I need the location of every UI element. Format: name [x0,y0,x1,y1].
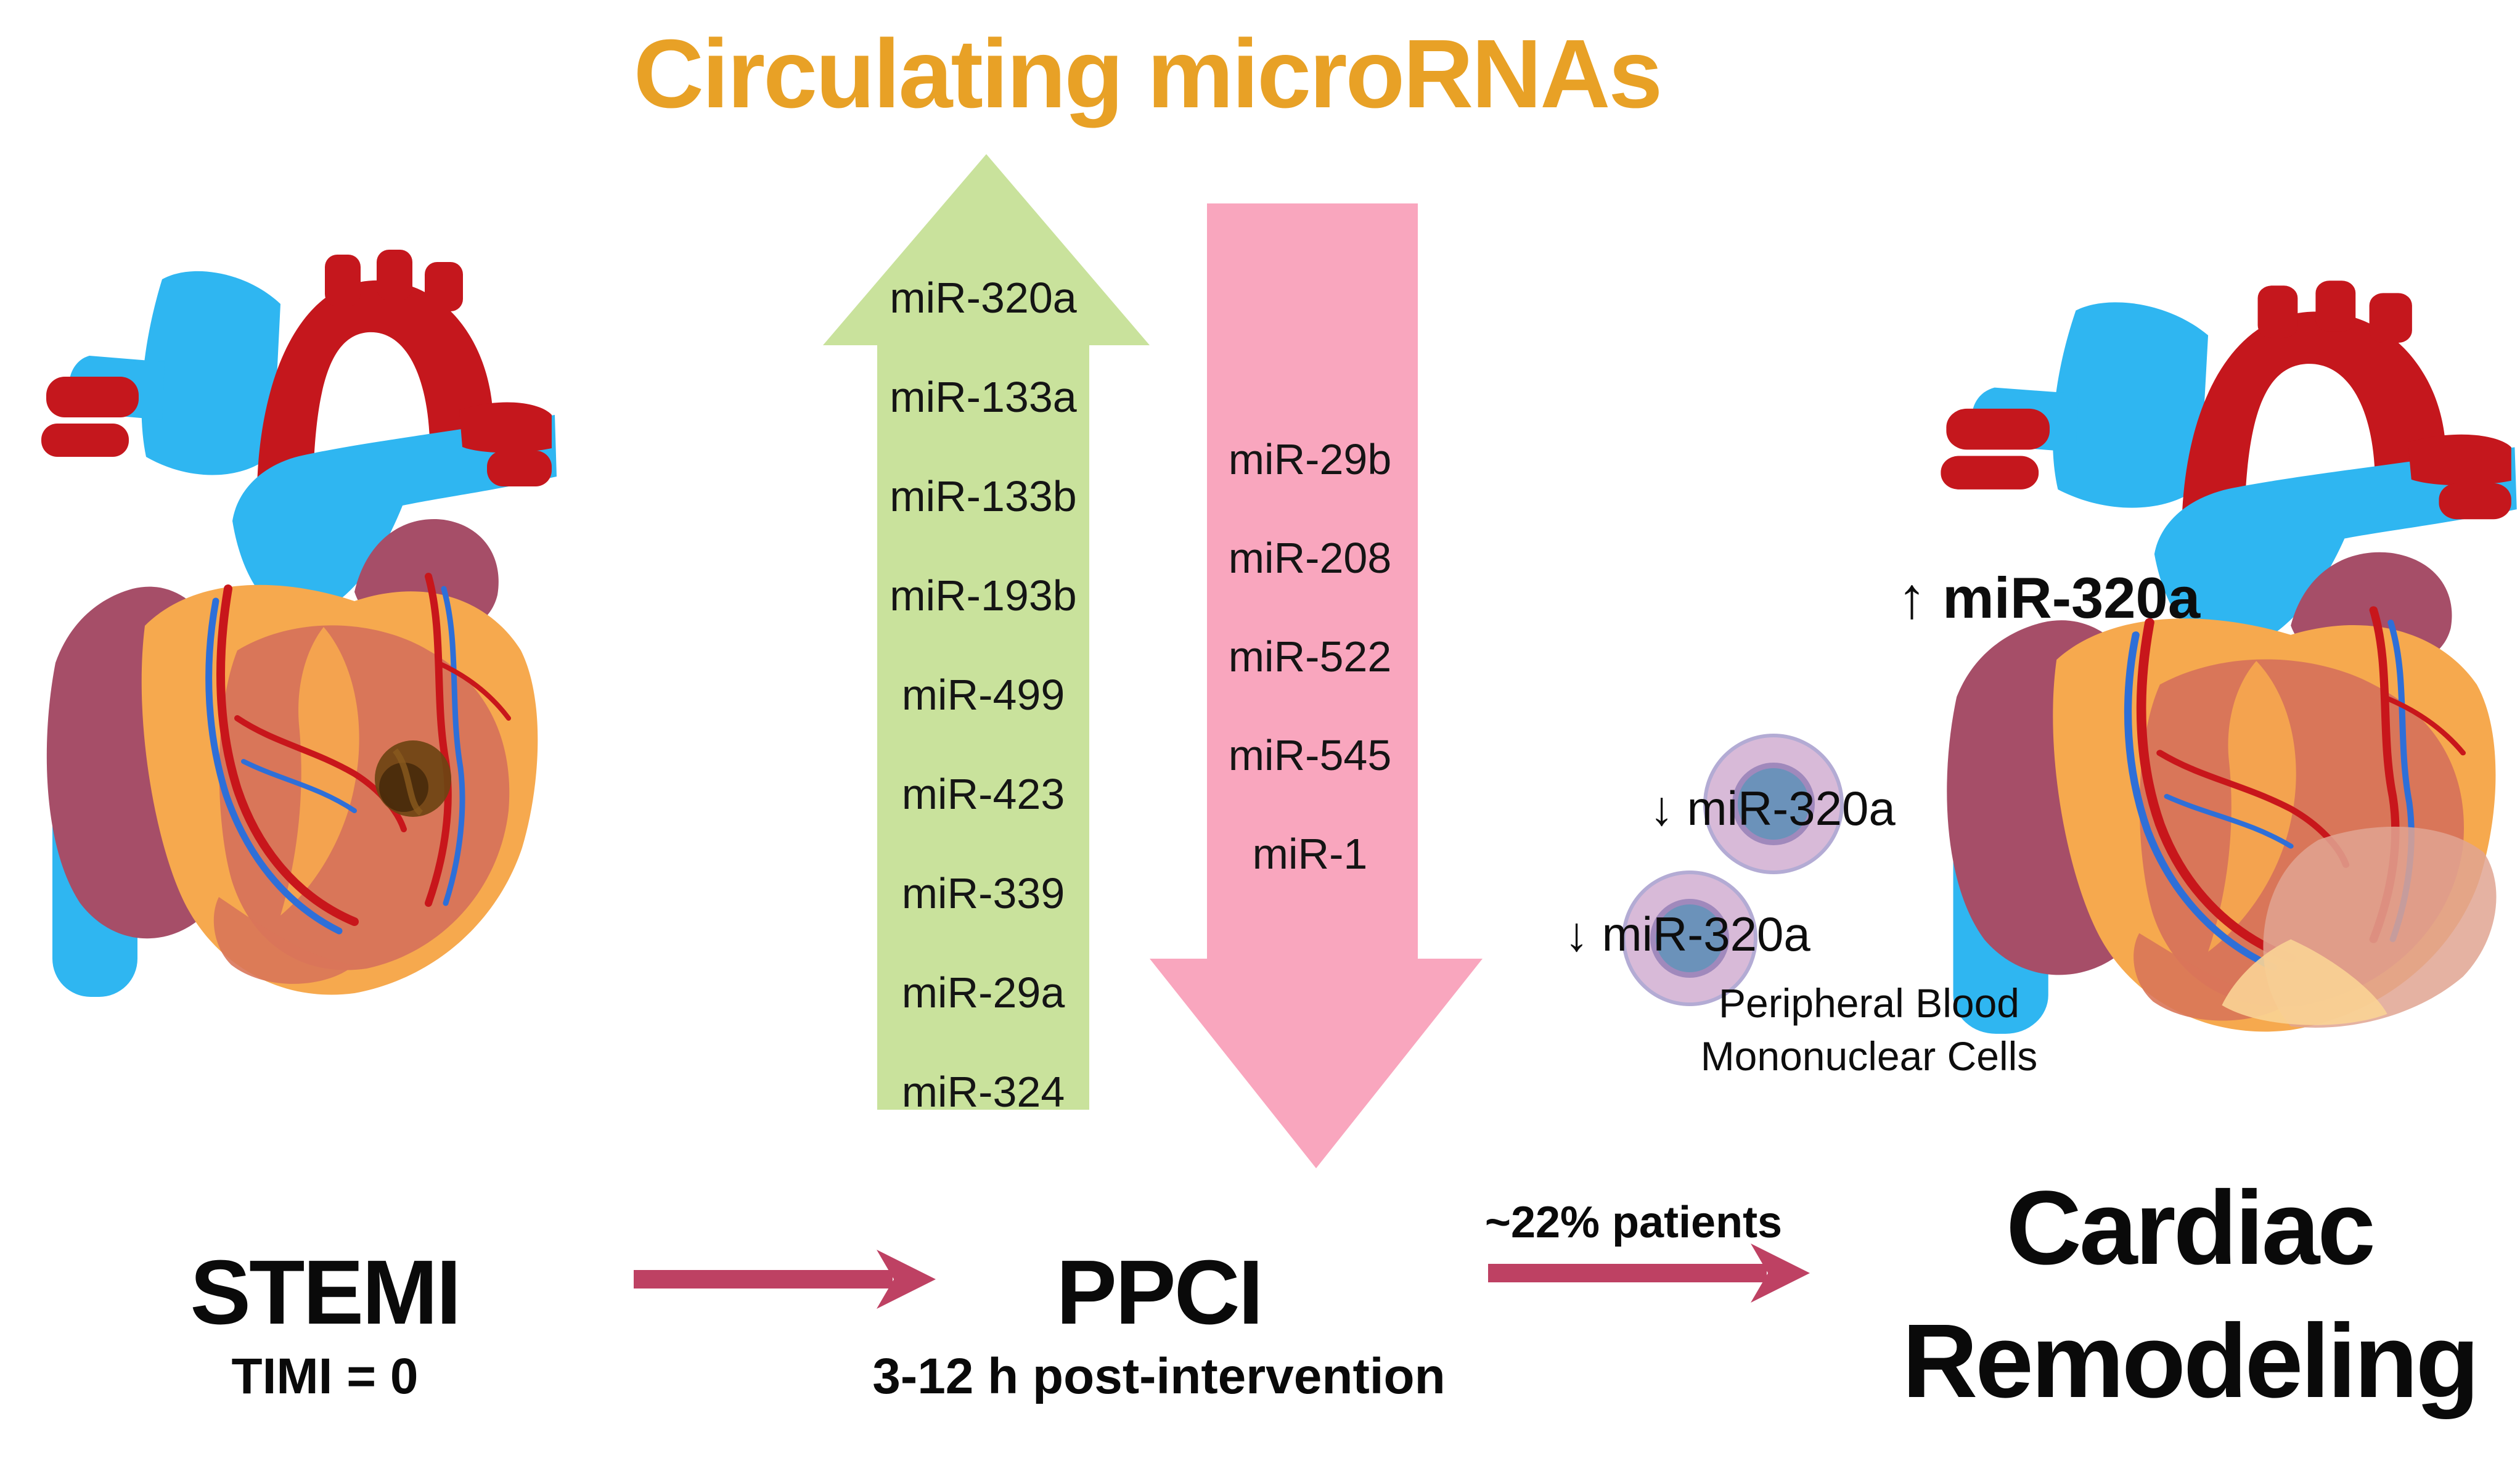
right-heart-mir320a-annotation: ↑ miR-320a [1897,565,2201,630]
mirna-label: miR-423 [901,769,1065,818]
mirna-label: miR-339 [901,869,1065,917]
heart-illustration-remodeled [1933,262,2518,1045]
mirna-label: miR-324 [901,1067,1065,1116]
mirna-label: miR-133b [890,472,1077,520]
mirna-label: miR-1 [1252,830,1368,878]
mirna-label: miR-29a [901,968,1065,1017]
flow-arrow-ppci-to-remodeling-icon [1488,1243,1810,1303]
mirna-label: miR-29b [1228,435,1392,483]
pbmc-cell [1703,734,1844,874]
mirna-label: miR-208 [1228,534,1392,582]
mirna-label: miR-133a [890,372,1077,421]
upregulated-arrow-icon [823,154,1150,1110]
mirna-label: miR-193b [890,571,1077,620]
downregulated-arrow-icon [1150,203,1483,1168]
pbmc-caption-line1: Peripheral Blood [1719,980,2019,1026]
pbmc-caption: Peripheral Blood Mononuclear Cells [1701,977,2038,1083]
coronary-occlusion-spot [375,740,451,817]
step-stemi-label: STEMI [190,1242,461,1343]
mirna-label: miR-499 [901,670,1065,719]
upregulated-mirna-list: miR-320a miR-133a miR-133b miR-193b miR-… [860,248,1107,1141]
mirna-label: miR-522 [1228,633,1392,681]
mirna-label: miR-545 [1228,731,1392,779]
step-ppci-sublabel: 3-12 h post-intervention [872,1348,1446,1404]
cardiac-remodeling-line2: Remodeling [1902,1303,2480,1420]
figure-title: Circulating microRNAs [633,20,1663,128]
downregulated-mirna-list: miR-29b miR-208 miR-522 miR-545 miR-1 [1187,410,1433,903]
step-cardiac-remodeling-label: Cardiac Remodeling [1902,1161,2480,1428]
patients-percentage-label: ~22% patients [1484,1198,1783,1247]
flow-arrow-stemi-to-ppci-icon [634,1250,936,1309]
step-stemi-sublabel: TIMI = 0 [231,1348,419,1404]
pbmc-mir320a-down-label: ↓ miR-320a [1565,907,1810,961]
pbmc-cell [1622,871,1757,1006]
cardiac-remodeling-line1: Cardiac [2006,1170,2376,1287]
pbmc-caption-line2: Mononuclear Cells [1700,1033,2038,1079]
cell-nucleus [1650,899,1729,978]
step-ppci-label: PPCI [1056,1242,1263,1343]
mirna-label: miR-320a [890,273,1077,322]
cell-nucleus [1732,763,1815,845]
heart-illustration-stemi [34,231,558,1008]
pbmc-mir320a-down-label: ↓ miR-320a [1650,781,1896,835]
